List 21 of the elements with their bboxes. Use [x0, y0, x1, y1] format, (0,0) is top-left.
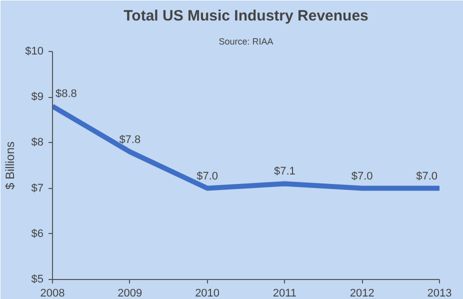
y-axis-title: $ Billions	[3, 141, 18, 190]
y-tick-label: $7	[31, 182, 44, 194]
x-tick-label: 2009	[118, 288, 142, 299]
chart-title: Total US Music Industry Revenues	[124, 8, 368, 24]
y-tick-label: $5	[31, 274, 44, 286]
x-tick-label: 2012	[350, 288, 374, 299]
x-tick-label: 2010	[195, 288, 220, 299]
data-label: $7.0	[416, 170, 438, 182]
y-tick-label: $6	[31, 228, 44, 240]
x-tick-label: 2008	[40, 288, 65, 299]
data-label: $8.8	[56, 88, 77, 100]
y-tick-label: $8	[31, 136, 44, 149]
chart-subtitle: Source: RIAA	[218, 36, 274, 46]
data-label: $7.0	[351, 170, 373, 182]
y-tick-label: $9	[31, 91, 44, 104]
x-tick-label: 2013	[427, 288, 452, 299]
data-label: $7.8	[119, 134, 141, 146]
y-tick-label: $10	[25, 46, 44, 58]
x-tick-label: 2011	[272, 288, 297, 299]
data-label: $7.1	[274, 166, 296, 178]
data-label: $7.0	[196, 170, 218, 182]
